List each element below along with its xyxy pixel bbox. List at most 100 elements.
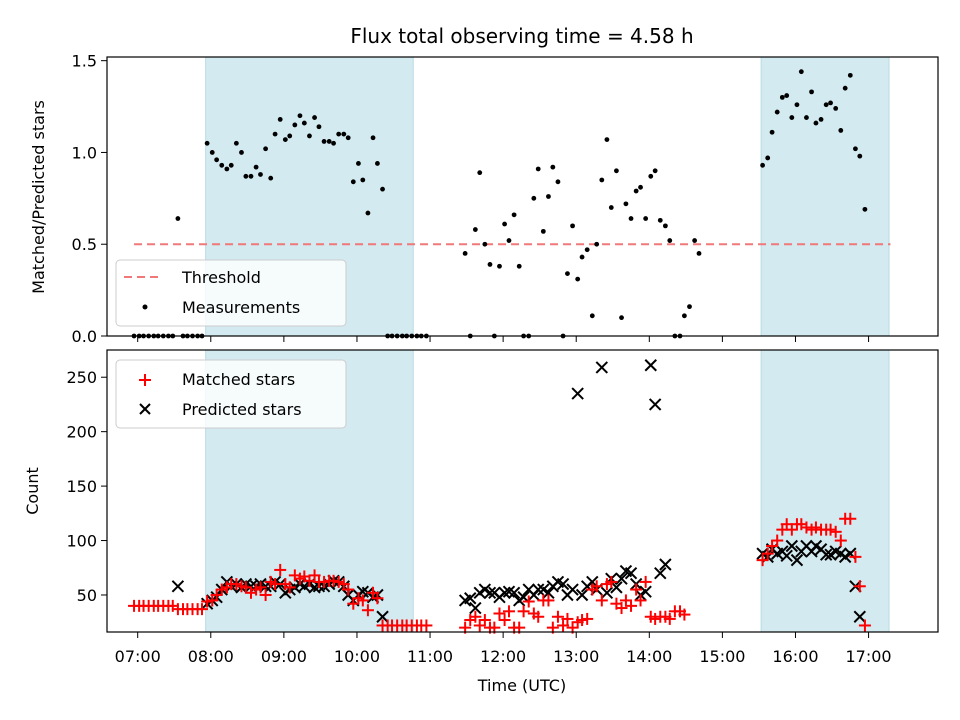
matched-star-marker [639, 575, 652, 588]
measurement-point [584, 247, 590, 253]
measurement-point [760, 162, 765, 168]
matched-star-marker [259, 588, 272, 601]
matched-star-marker [551, 610, 564, 623]
matched-star-marker [342, 583, 355, 596]
measurement-point [277, 117, 283, 122]
measurement-point [798, 69, 804, 75]
matched-star-marker [478, 614, 491, 627]
measurement-point [462, 251, 468, 256]
x-tick-label: 15:00 [699, 647, 745, 666]
measurement-point [204, 140, 210, 146]
measurement-point [356, 161, 361, 166]
matched-star-marker [605, 575, 618, 588]
x-tick-label: 09:00 [261, 647, 307, 666]
measurement-point [272, 131, 278, 137]
predicted-star-marker [566, 583, 579, 596]
measurement-point [258, 172, 263, 177]
measurement-point [681, 313, 687, 319]
measurement-point [321, 139, 327, 144]
measurement-point [853, 146, 858, 152]
predicted-star-marker [644, 359, 657, 372]
measurement-point [243, 173, 249, 179]
measurement-point [633, 188, 639, 194]
measurement-point [769, 129, 775, 135]
measurement-point [316, 124, 322, 130]
measurement-point [570, 223, 575, 229]
measurement-point [599, 177, 605, 183]
measurement-point [472, 227, 478, 232]
measurement-point [696, 251, 702, 256]
matched-star-marker [327, 574, 340, 587]
measurement-point [380, 186, 385, 192]
matched-star-marker [619, 594, 632, 607]
matched-star-marker [254, 581, 267, 594]
measurement-point [535, 166, 541, 172]
measurement-point [209, 150, 215, 155]
matched-star-marker [283, 581, 296, 594]
measurement-point [336, 131, 342, 137]
measurement-point [345, 135, 351, 141]
bottom-legend: Matched stars Predicted stars [115, 359, 347, 429]
legend-threshold-label: Threshold [181, 268, 261, 287]
matched-star-marker [630, 583, 643, 596]
matched-star-marker [590, 580, 603, 593]
measurement-point [667, 238, 673, 243]
predicted-star-marker [819, 548, 833, 561]
predicted-star-marker [624, 566, 638, 580]
matched-star-marker [780, 518, 793, 531]
matched-star-marker [809, 521, 822, 534]
measurement-point [502, 221, 507, 227]
matched-star-marker [834, 534, 847, 547]
legend-measurements-swatch [142, 304, 148, 310]
bottom-axes-frame [106, 349, 939, 633]
predicted-star-marker [171, 580, 185, 593]
top-legend: Threshold Measurements [115, 259, 347, 327]
measurement-point [219, 162, 225, 168]
measurement-point [813, 120, 819, 126]
matched-star-marker [303, 574, 316, 587]
bottom-y-tick-label: 100 [66, 532, 97, 551]
measurement-point [497, 263, 502, 269]
legend-matched-label: Matched stars [182, 370, 295, 389]
x-tick-label: 11:00 [407, 647, 453, 666]
measurement-point [292, 122, 298, 128]
measurement-point [589, 313, 595, 319]
matched-star-marker [678, 608, 691, 621]
matched-star-marker [649, 612, 662, 625]
measurement-point [809, 89, 814, 95]
measurement-point [862, 206, 868, 212]
matched-star-marker [634, 594, 647, 607]
matched-star-marker [230, 578, 243, 591]
measurement-point [360, 177, 366, 183]
measurement-point [506, 238, 512, 243]
measurement-point [175, 216, 181, 221]
matched-star-marker [502, 605, 515, 618]
predicted-star-marker [595, 361, 609, 374]
matched-star-marker [517, 605, 530, 618]
predicted-star-marker [785, 539, 799, 553]
measurement-point [692, 238, 698, 243]
measurement-point [828, 100, 833, 106]
bottom-panel: 50 100 150 200 250 07:00 08:00 09:00 10:00 11:00 1… [23, 349, 939, 695]
predicted-star-marker [790, 553, 804, 567]
matched-star-marker [318, 575, 331, 588]
measurement-point [282, 137, 288, 142]
matched-stars-markers [128, 512, 871, 634]
measurement-point [638, 184, 643, 190]
predicted-star-marker [575, 588, 589, 602]
measurement-point [818, 117, 824, 122]
x-axis-label: Time (UTC) [477, 676, 566, 695]
predicted-stars-markers [171, 359, 867, 623]
predicted-star-marker [498, 586, 511, 600]
matched-star-marker [761, 547, 774, 560]
top-y-tick-label: 1.5 [72, 52, 97, 71]
measurement-point [375, 161, 380, 166]
predicted-star-marker [483, 586, 497, 600]
matched-star-marker [473, 619, 486, 632]
top-ylabel: Matched/Predicted stars [29, 100, 48, 294]
predicted-star-marker [600, 586, 614, 600]
measurement-point [657, 217, 663, 223]
measurement-point [268, 175, 274, 181]
measurement-point [228, 162, 234, 168]
measurement-point [608, 205, 614, 210]
